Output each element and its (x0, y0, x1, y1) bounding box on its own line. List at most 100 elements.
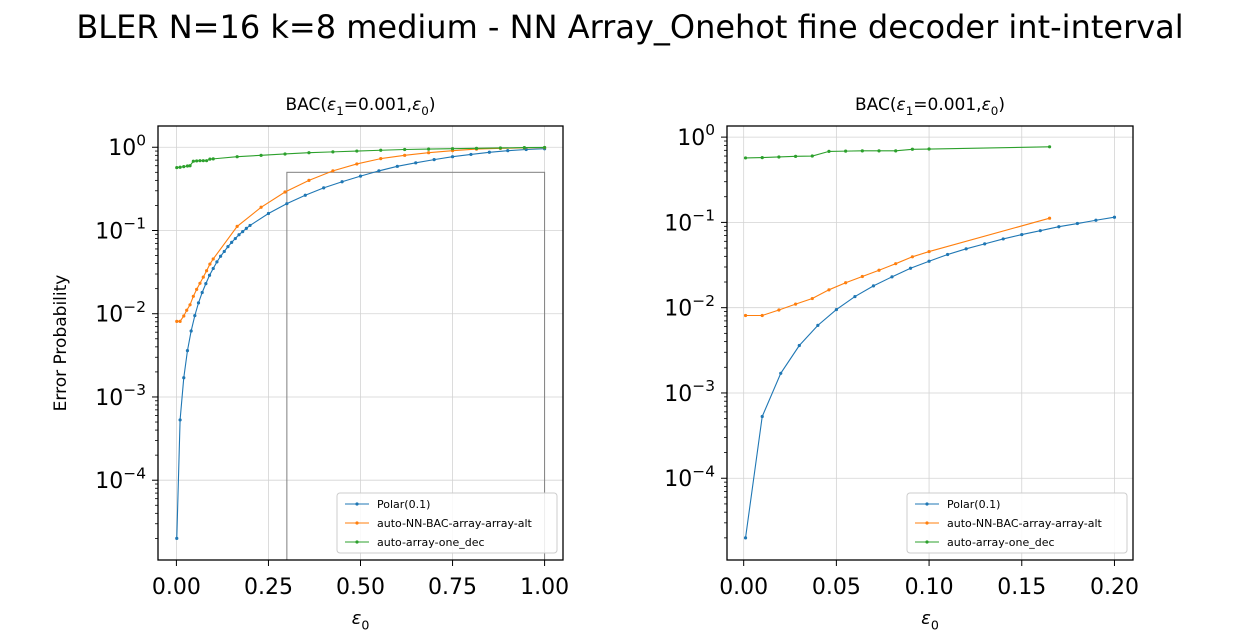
y-tick-label: 10−1 (95, 215, 146, 245)
x-tick-label: 0.15 (997, 575, 1046, 600)
legend-marker (355, 502, 359, 506)
data-point (469, 152, 473, 157)
data-point (403, 147, 407, 152)
data-point (205, 159, 209, 163)
data-point (498, 146, 503, 150)
x-tick-label: 0.25 (244, 575, 293, 600)
data-point (427, 151, 431, 155)
data-point (191, 294, 195, 298)
legend-box (336, 492, 558, 554)
data-point (834, 307, 838, 312)
data-point (185, 164, 190, 168)
data-point (200, 290, 204, 295)
legend-label: auto-NN-BAC-array-array-alt (377, 517, 533, 530)
legend-label: auto-array-one_dec (947, 536, 1055, 549)
data-point (779, 371, 783, 375)
y-tick-label: 10−2 (95, 298, 146, 328)
x-tick-label: 0.75 (428, 575, 477, 600)
data-point (827, 288, 831, 292)
data-point (207, 273, 212, 277)
data-point (379, 148, 383, 152)
data-point (241, 229, 245, 234)
data-point (760, 156, 764, 160)
data-point (377, 169, 381, 173)
data-point (211, 257, 215, 261)
data-point (259, 153, 263, 157)
data-point (340, 180, 344, 184)
data-point (196, 301, 201, 305)
data-point (178, 165, 182, 169)
data-point (844, 149, 848, 153)
data-point (178, 319, 182, 323)
data-point (810, 296, 814, 301)
data-point (208, 262, 212, 266)
data-point (927, 147, 931, 151)
data-point (860, 149, 864, 153)
data-point (474, 146, 479, 150)
data-point (1047, 145, 1052, 149)
legend-label: auto-array-one_dec (377, 536, 485, 549)
data-point (414, 161, 418, 165)
legend-marker (355, 540, 359, 544)
data-point (195, 287, 199, 292)
legend-marker (925, 521, 929, 525)
data-point (743, 536, 748, 540)
data-point (204, 282, 208, 286)
data-point (322, 186, 326, 190)
data-point (215, 260, 219, 264)
data-point (266, 211, 271, 216)
figure-suptitle: BLER N=16 k=8 medium - NN Array_Onehot f… (76, 8, 1184, 46)
data-point (1038, 229, 1042, 233)
data-point (191, 159, 195, 163)
data-point (182, 314, 186, 318)
data-point (379, 157, 383, 161)
data-point (910, 255, 914, 259)
data-point (853, 294, 857, 299)
x-tick-label: 0.00 (152, 575, 201, 600)
y-tick-label: 100 (108, 131, 146, 161)
legend-marker (925, 540, 929, 544)
data-point (244, 226, 248, 230)
left-subplot: 0.00 0.25 0.50 0.75 1.00 10−4 10−3 10−2 10−1 100 B… (51, 95, 569, 630)
data-point (946, 252, 950, 257)
data-point (182, 165, 186, 169)
data-point (193, 313, 197, 318)
data-point (355, 149, 359, 153)
data-point (890, 275, 894, 279)
data-point (1094, 218, 1098, 222)
x-tick-label: 0.00 (719, 575, 768, 600)
data-point (178, 418, 182, 422)
data-point (793, 302, 798, 306)
x-tick-label: 0.10 (905, 575, 954, 600)
y-tick-label: 10−1 (664, 206, 715, 236)
data-point (175, 319, 179, 323)
data-point (283, 190, 287, 194)
y-tick-label: 10−3 (95, 381, 146, 411)
data-point (205, 269, 209, 273)
data-point (810, 154, 814, 158)
series-line (745, 146, 1050, 159)
x-tick-label: 0.20 (1090, 575, 1139, 600)
data-point (894, 149, 898, 153)
data-point (506, 149, 510, 153)
data-point (182, 376, 186, 380)
data-point (871, 284, 876, 288)
data-point (450, 147, 455, 151)
data-point (793, 154, 798, 158)
legend-label: Polar(0.1) (377, 498, 430, 511)
data-point (185, 349, 190, 353)
y-tick-label: 10−4 (95, 464, 146, 494)
data-point (910, 147, 914, 151)
data-point (303, 193, 307, 197)
data-point (175, 536, 179, 540)
data-point (1057, 225, 1061, 229)
legend-marker (925, 502, 929, 506)
data-point (208, 157, 212, 161)
y-tick-label: 100 (677, 121, 715, 151)
data-point (760, 313, 764, 318)
data-point (1047, 216, 1052, 220)
data-point (427, 147, 431, 151)
legend-label: auto-NN-BAC-array-array-alt (947, 517, 1103, 530)
data-point (983, 242, 987, 246)
x-axis-label: ε0 (921, 608, 939, 630)
